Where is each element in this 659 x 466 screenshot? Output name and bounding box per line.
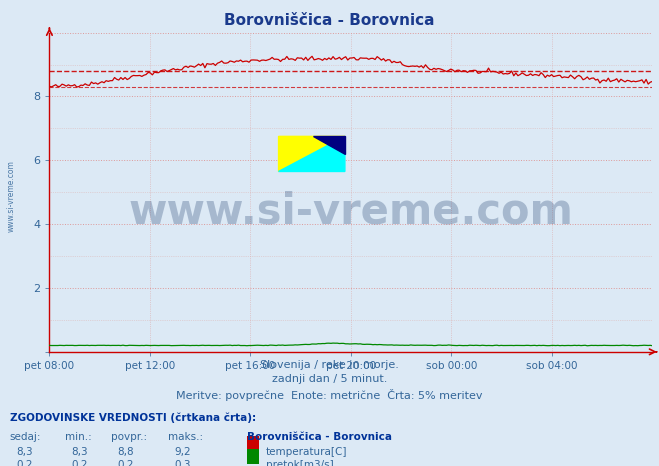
Text: ZGODOVINSKE VREDNOSTI (črtkana črta):: ZGODOVINSKE VREDNOSTI (črtkana črta):: [10, 412, 256, 423]
Text: pretok[m3/s]: pretok[m3/s]: [266, 460, 333, 466]
Text: 0,2: 0,2: [117, 460, 134, 466]
Text: Meritve: povprečne  Enote: metrične  Črta: 5% meritev: Meritve: povprečne Enote: metrične Črta:…: [176, 389, 483, 401]
Text: 8,8: 8,8: [117, 447, 134, 457]
Text: www.si-vreme.com: www.si-vreme.com: [129, 191, 573, 233]
Text: 9,2: 9,2: [175, 447, 191, 457]
Text: maks.:: maks.:: [168, 432, 203, 442]
Text: 8,3: 8,3: [71, 447, 88, 457]
Text: sedaj:: sedaj:: [10, 432, 42, 442]
Text: 0,2: 0,2: [71, 460, 88, 466]
Text: 0,3: 0,3: [175, 460, 191, 466]
Polygon shape: [279, 137, 345, 171]
Polygon shape: [314, 137, 345, 154]
Text: min.:: min.:: [65, 432, 92, 442]
Text: temperatura[C]: temperatura[C]: [266, 447, 347, 457]
Polygon shape: [279, 137, 345, 171]
Text: povpr.:: povpr.:: [111, 432, 147, 442]
Text: Borovniščica - Borovnica: Borovniščica - Borovnica: [224, 13, 435, 27]
Text: www.si-vreme.com: www.si-vreme.com: [7, 160, 16, 232]
Text: 8,3: 8,3: [16, 447, 33, 457]
Text: Slovenija / reke in morje.: Slovenija / reke in morje.: [260, 360, 399, 370]
Text: zadnji dan / 5 minut.: zadnji dan / 5 minut.: [272, 374, 387, 384]
Text: 0,2: 0,2: [16, 460, 33, 466]
Text: Borovniščica - Borovnica: Borovniščica - Borovnica: [247, 432, 392, 442]
